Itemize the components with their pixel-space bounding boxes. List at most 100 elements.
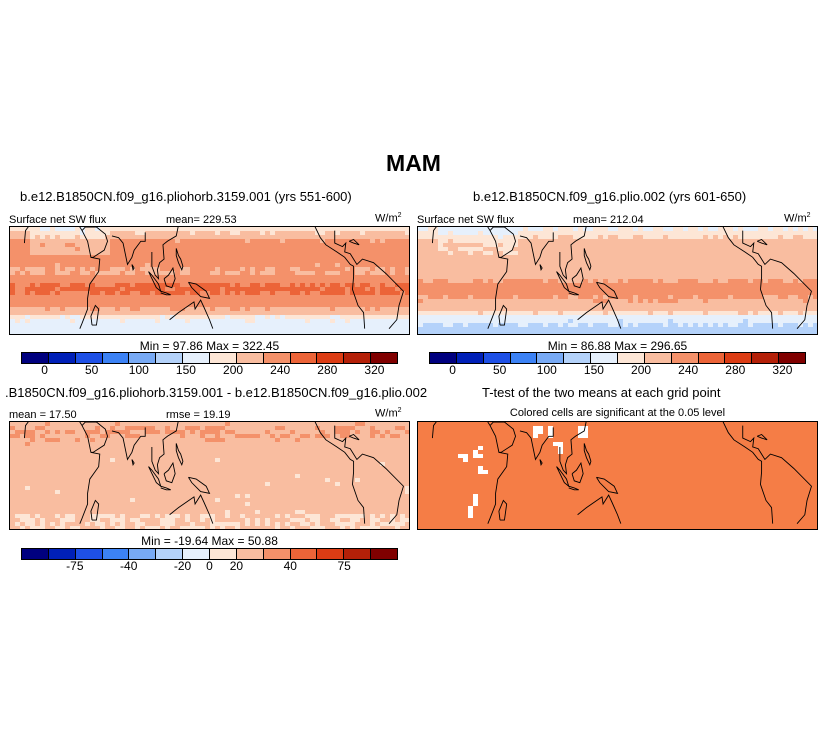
map-cell	[808, 299, 814, 304]
map-cell	[310, 446, 316, 451]
map-cell	[180, 323, 186, 328]
map-cell	[793, 283, 799, 288]
coastline	[160, 290, 171, 296]
map-cell	[808, 303, 814, 308]
map-cell	[375, 243, 381, 248]
map-cell	[390, 231, 396, 236]
map-cell	[738, 279, 744, 284]
map-cell	[170, 255, 176, 260]
map-cell	[638, 331, 644, 334]
map-cell	[175, 303, 181, 308]
map-cell	[240, 426, 246, 431]
map-cell	[15, 307, 21, 312]
map-cell	[493, 255, 499, 260]
map-cell	[748, 275, 754, 280]
map-cell	[688, 319, 694, 324]
map-cell	[375, 315, 381, 320]
map-cell	[190, 263, 196, 268]
map-cell	[723, 235, 729, 240]
map-cell	[365, 279, 371, 284]
map-cell	[300, 442, 306, 447]
map-cell	[35, 446, 41, 451]
map-cell	[468, 291, 474, 296]
map-cell	[548, 251, 554, 256]
map-cell	[370, 315, 376, 320]
map-cell	[743, 255, 749, 260]
map-cell	[145, 279, 151, 284]
map-cell	[518, 259, 524, 264]
map-cell	[658, 311, 664, 316]
map-cell	[350, 446, 356, 451]
map-cell	[255, 446, 261, 451]
map-cell	[170, 247, 176, 252]
map-cell	[400, 430, 406, 435]
map-cell	[380, 434, 386, 439]
map-cell	[538, 291, 544, 296]
map-cell	[673, 267, 679, 272]
map-cell	[245, 239, 251, 244]
map-cell	[783, 291, 789, 296]
map-cell	[593, 271, 599, 276]
map-cell	[573, 259, 579, 264]
map-cell	[275, 259, 281, 264]
map-cell	[240, 243, 246, 248]
map-cell	[778, 315, 784, 320]
map-cell	[325, 430, 331, 435]
map-cell	[708, 239, 714, 244]
map-cell	[405, 247, 409, 252]
map-cell	[60, 287, 66, 292]
map-cell	[748, 247, 754, 252]
map-cell	[335, 263, 341, 268]
map-cell	[498, 227, 504, 232]
map-cell	[360, 430, 366, 435]
map-cell	[330, 426, 336, 431]
map-cell	[265, 243, 271, 248]
map-cell	[10, 299, 16, 304]
map-cell	[175, 239, 181, 244]
map-cell	[623, 231, 629, 236]
map-cell	[395, 239, 401, 244]
map-cell	[10, 271, 16, 276]
map-cell	[743, 267, 749, 272]
map-cell	[673, 295, 679, 300]
map-cell	[345, 327, 351, 332]
map-cell	[623, 271, 629, 276]
map-cell	[578, 227, 584, 232]
map-cell	[778, 263, 784, 268]
map-cell	[165, 259, 171, 264]
map-cell	[623, 243, 629, 248]
map-cell	[75, 235, 81, 240]
map-cell	[658, 259, 664, 264]
map-cell	[703, 243, 709, 248]
map-cell	[70, 247, 76, 252]
map-cell	[448, 303, 454, 308]
map-cell	[265, 227, 271, 232]
map-cell	[135, 295, 141, 300]
map-cell	[583, 331, 589, 334]
map-cell	[365, 303, 371, 308]
map-cell	[783, 331, 789, 334]
map-cell	[165, 247, 171, 252]
map-cell	[668, 275, 674, 280]
colorbar-swatch	[779, 353, 806, 363]
map-cell	[483, 259, 489, 264]
map-cell	[478, 319, 484, 324]
map-cell	[573, 255, 579, 260]
map-cell	[365, 231, 371, 236]
map-cell	[365, 275, 371, 280]
map-cell	[813, 259, 817, 264]
map-cell	[438, 271, 444, 276]
map-cell	[573, 279, 579, 284]
map-cell	[428, 263, 434, 268]
map-cell	[458, 291, 464, 296]
map-cell	[483, 231, 489, 236]
map-cell	[423, 275, 429, 280]
map-cell	[798, 251, 804, 256]
map-cell	[75, 311, 81, 316]
map-cell	[30, 279, 36, 284]
map-cell	[330, 251, 336, 256]
map-cell	[230, 235, 236, 240]
map-cell	[245, 267, 251, 272]
map-cell	[653, 251, 659, 256]
map-cell	[35, 271, 41, 276]
